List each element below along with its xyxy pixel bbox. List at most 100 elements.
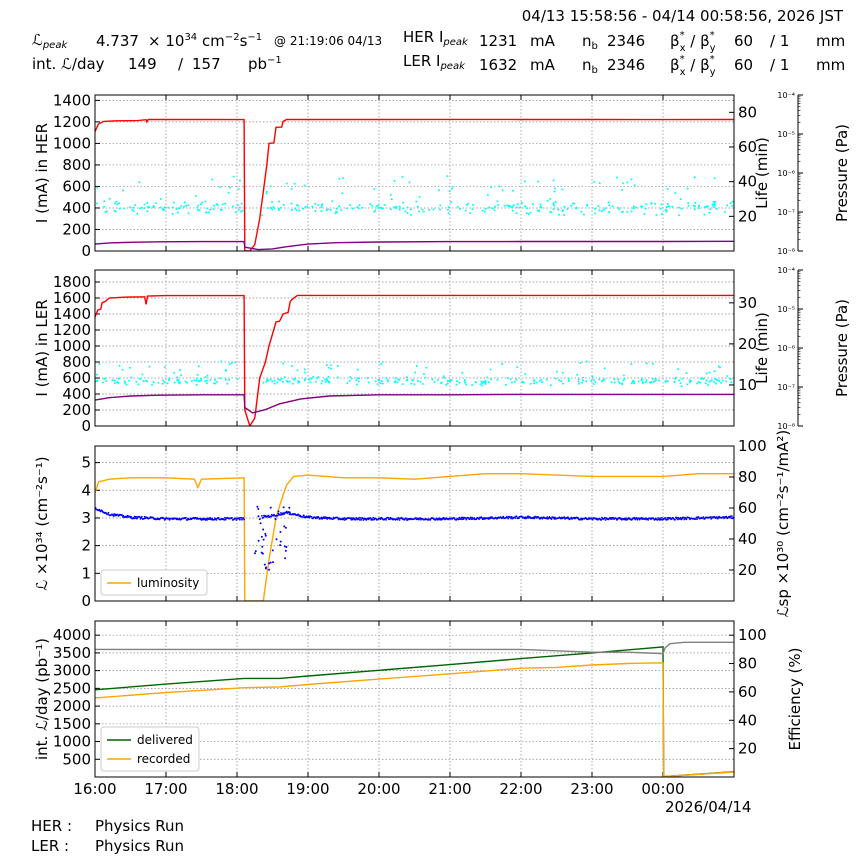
specific-point xyxy=(310,516,313,518)
pressure-point xyxy=(134,204,137,207)
pressure-point xyxy=(723,211,726,214)
xtick-label: 18:00 xyxy=(215,780,258,798)
specific-point xyxy=(464,517,467,520)
pressure-point xyxy=(141,373,144,376)
specific-point xyxy=(723,517,725,520)
specific-point xyxy=(186,519,189,521)
specific-point xyxy=(659,517,662,520)
specific-point xyxy=(307,515,310,518)
pressure-point xyxy=(585,204,588,207)
pressure-point xyxy=(522,381,525,384)
pressure-point xyxy=(504,383,507,386)
pressure-point xyxy=(693,176,696,179)
pressure-point xyxy=(325,209,328,212)
pressure-point xyxy=(183,205,186,208)
her-beta-unit: mm xyxy=(816,32,845,50)
pressure-point xyxy=(493,209,496,212)
ler-nb-value: 2346 xyxy=(607,56,645,74)
specific-point xyxy=(235,519,238,521)
pressure-point xyxy=(393,381,396,384)
specific-point xyxy=(461,518,463,521)
specific-point xyxy=(336,516,339,519)
pressure-point xyxy=(236,378,239,381)
specific-point xyxy=(695,516,698,519)
ytick-label: 1000 xyxy=(53,337,91,355)
pressure-point xyxy=(405,379,408,382)
pressure-point xyxy=(212,208,215,211)
specific-point xyxy=(612,516,615,519)
specific-point xyxy=(603,516,606,519)
pressure-point xyxy=(496,378,499,381)
pressure-point xyxy=(561,188,564,191)
specific-point xyxy=(709,516,712,518)
pressure-point xyxy=(338,205,341,208)
specific-point xyxy=(460,516,463,519)
plot-frame xyxy=(94,620,735,778)
specific-point xyxy=(387,516,390,519)
pressure-point xyxy=(148,206,151,209)
pressure-point xyxy=(446,208,449,211)
specific-point xyxy=(457,518,460,521)
pressure-point xyxy=(237,208,240,211)
pressure-point xyxy=(295,209,298,212)
pressure-point xyxy=(511,209,514,212)
pressure-point xyxy=(465,203,468,206)
specific-point xyxy=(725,515,728,518)
pressure-point xyxy=(314,202,317,205)
specific-outlier xyxy=(288,506,291,509)
ler-beta-label: β* x / β* y xyxy=(670,54,716,78)
specific-point xyxy=(488,517,491,520)
pressure-point xyxy=(137,383,140,386)
her-ipeak-label: HER Ipeak xyxy=(403,28,469,48)
pressure-point xyxy=(320,382,323,385)
pressure-point xyxy=(377,378,380,381)
specific-outlier xyxy=(275,538,278,541)
specific-point xyxy=(350,518,353,521)
ytick-right-label: 20 xyxy=(738,740,757,758)
specific-point xyxy=(526,515,529,518)
specific-point xyxy=(215,519,218,521)
pressure-point xyxy=(509,378,512,381)
specific-point xyxy=(231,517,233,519)
pressure-point xyxy=(205,382,208,385)
pressure-point xyxy=(167,206,170,209)
specific-point xyxy=(459,518,462,520)
pressure-point xyxy=(330,367,333,370)
pressure-point xyxy=(303,368,306,371)
pressure-point xyxy=(666,380,669,383)
pressure-point xyxy=(526,207,529,210)
pressure-point xyxy=(356,368,359,371)
ytick-label: 800 xyxy=(62,353,91,371)
specific-outlier xyxy=(262,528,265,531)
specific-point xyxy=(514,517,517,519)
pressure-point xyxy=(143,207,146,210)
pressure-point xyxy=(561,382,564,385)
pressure-point xyxy=(710,379,713,382)
pressure-point xyxy=(279,206,282,209)
pressure-point xyxy=(496,200,499,203)
pressure-point xyxy=(714,377,717,380)
pressure-point xyxy=(552,179,555,182)
footer-panel: 2026/04/14 HER : Physics Run LER : Physi… xyxy=(0,795,864,864)
pressure-point xyxy=(414,371,417,374)
pressure-point xyxy=(157,381,160,384)
pressure-point xyxy=(331,200,334,203)
pressure-point xyxy=(383,203,386,206)
pressure-point xyxy=(560,380,563,383)
pressure-point xyxy=(688,379,691,382)
pressure-point xyxy=(459,207,462,210)
specific-point xyxy=(130,515,133,518)
pressure-point xyxy=(471,208,474,211)
ytick-label: 3 xyxy=(81,509,91,527)
pressure-point xyxy=(617,206,620,209)
pressure-point xyxy=(113,379,116,382)
specific-point xyxy=(600,518,603,521)
pressure-point xyxy=(172,201,175,204)
pressure-point xyxy=(713,380,716,383)
specific-outlier xyxy=(282,506,285,509)
pressure-point xyxy=(393,206,396,209)
pressure-point xyxy=(494,205,497,208)
specific-point xyxy=(502,515,505,518)
pressure-point xyxy=(204,200,207,203)
